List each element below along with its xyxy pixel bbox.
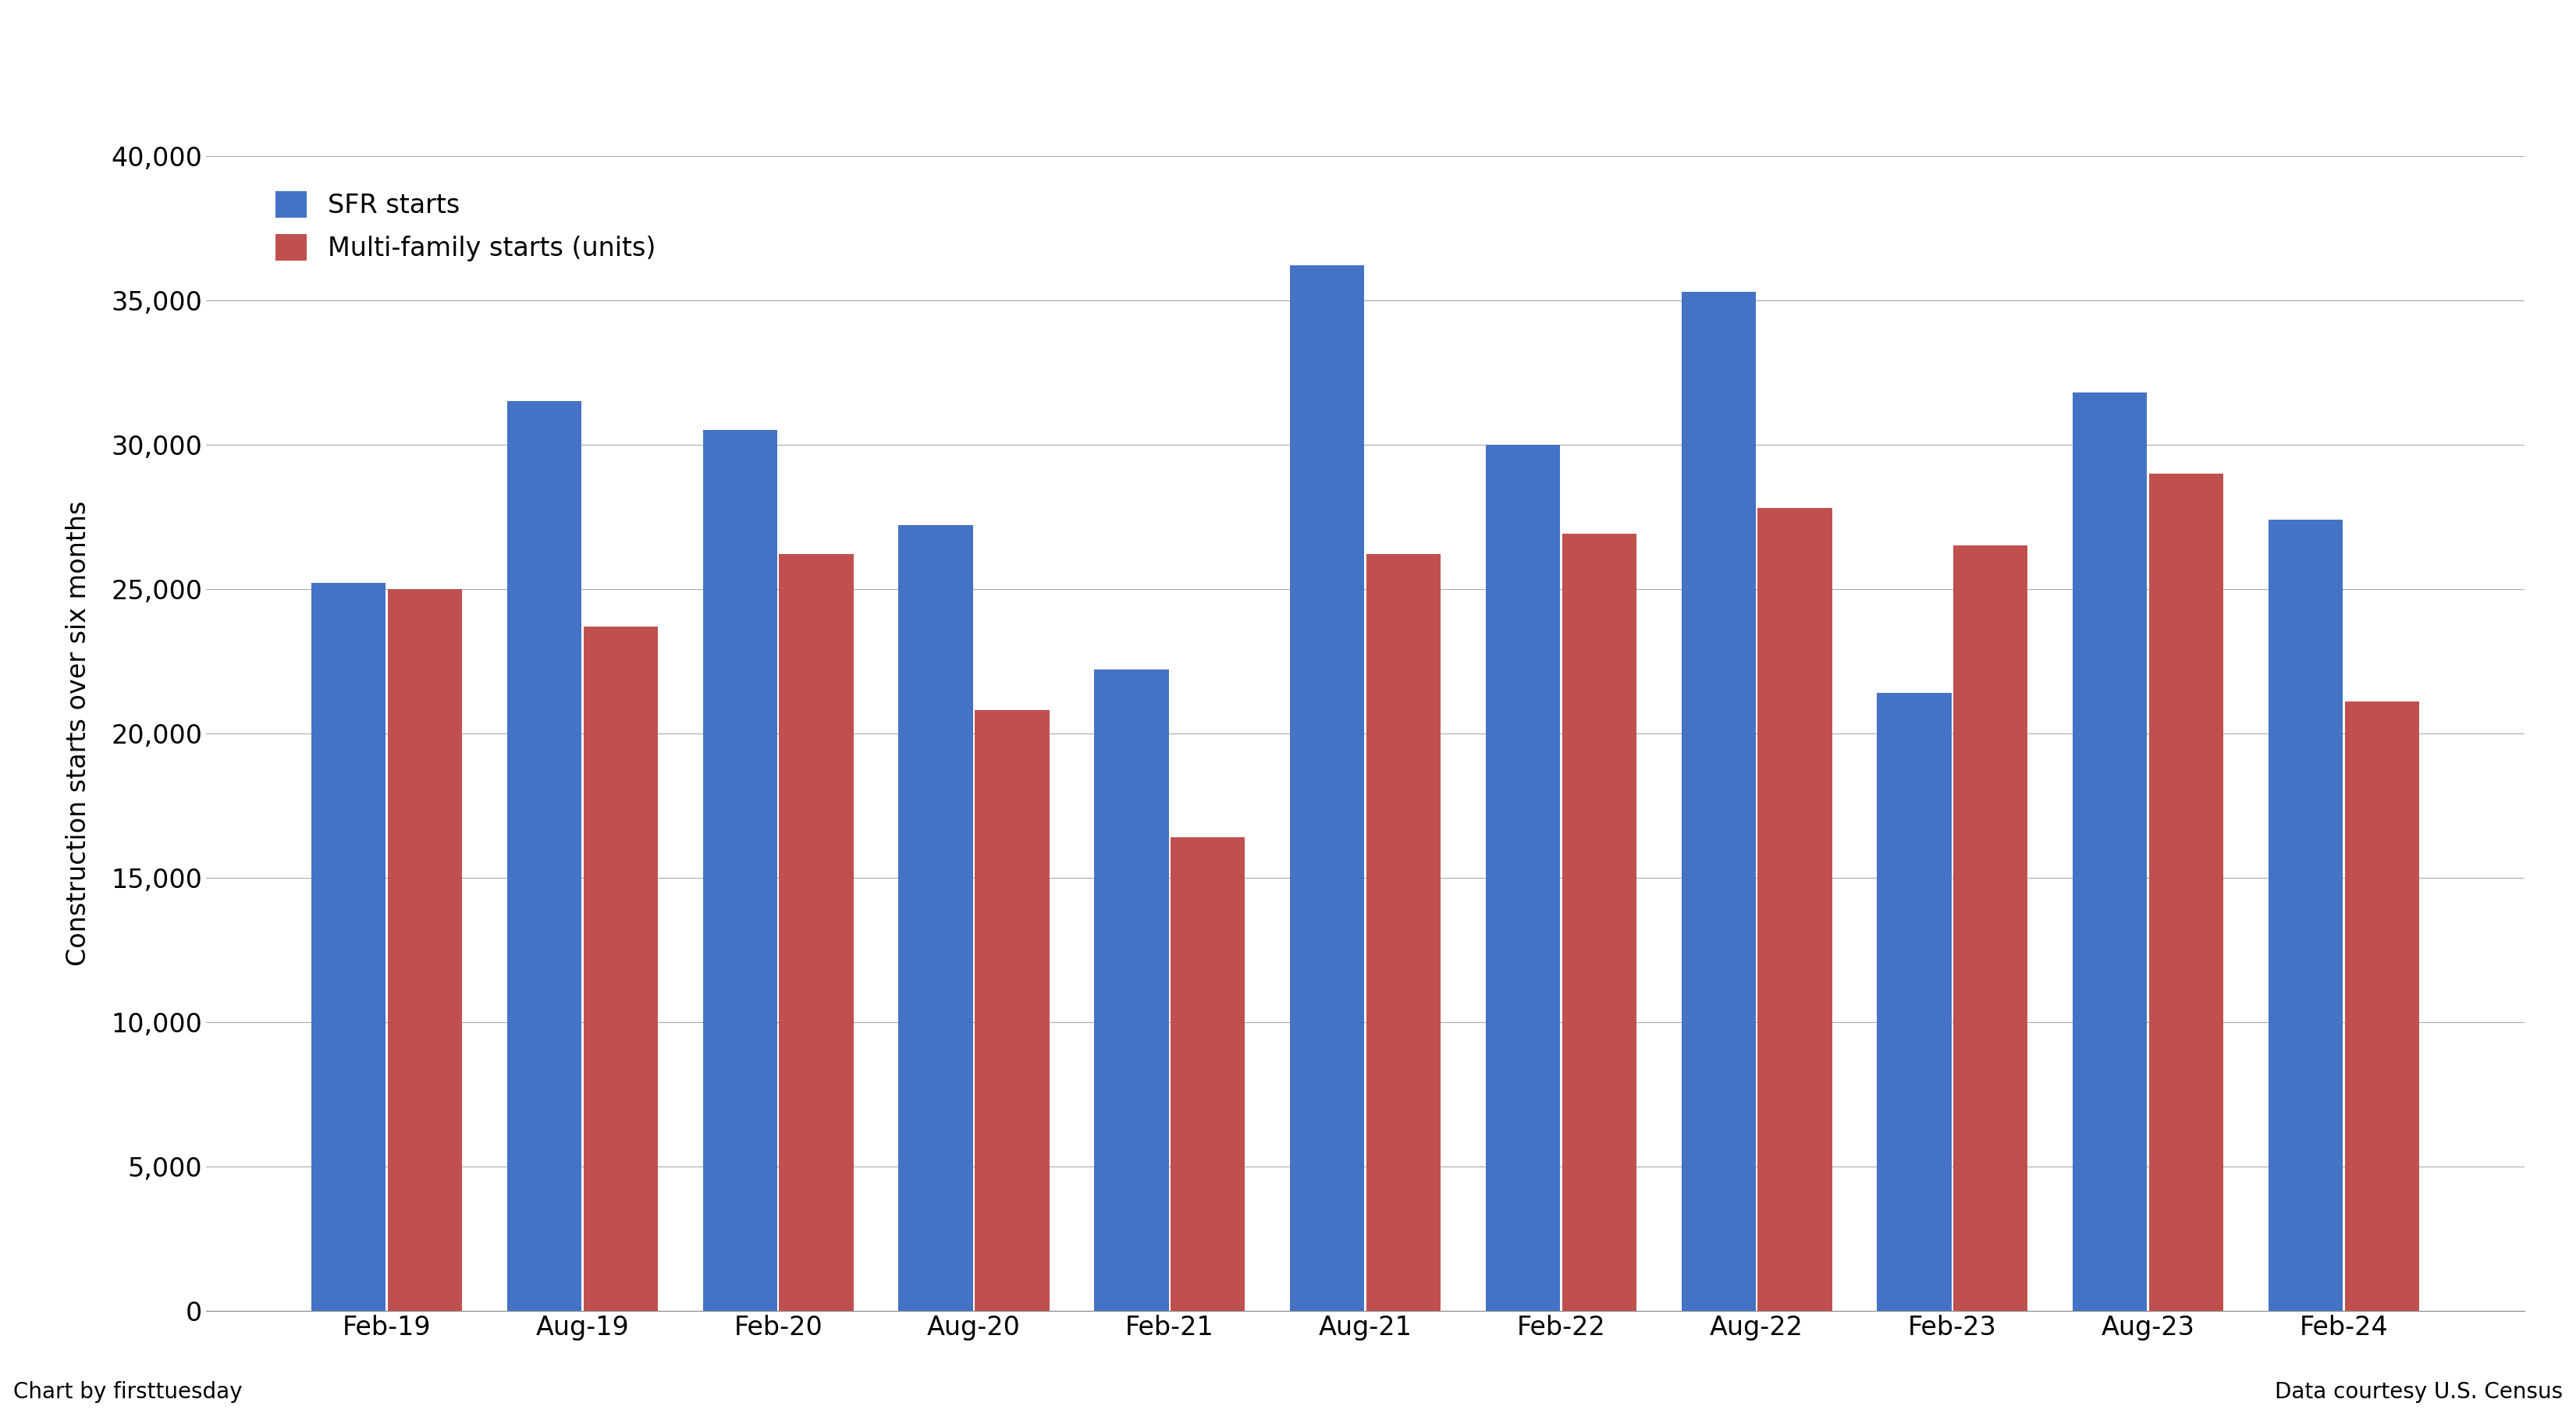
- Bar: [1682, 292, 1757, 1311]
- Bar: [312, 584, 386, 1311]
- Text: California SFR & Multi-family Housing Starts: 6-month phases ending February and: California SFR & Multi-family Housing St…: [404, 45, 2172, 82]
- Bar: [1561, 534, 1636, 1311]
- Bar: [2148, 473, 2223, 1311]
- Bar: [899, 526, 974, 1311]
- Text: Data courtesy U.S. Census: Data courtesy U.S. Census: [2275, 1382, 2563, 1403]
- Bar: [1291, 265, 1365, 1311]
- Bar: [1757, 509, 1832, 1311]
- Y-axis label: Construction starts over six months: Construction starts over six months: [67, 500, 93, 966]
- Bar: [1878, 693, 1953, 1311]
- Bar: [778, 554, 853, 1311]
- Legend: SFR starts, Multi-family starts (units): SFR starts, Multi-family starts (units): [265, 180, 667, 272]
- Bar: [974, 710, 1048, 1311]
- Bar: [2344, 701, 2419, 1311]
- Bar: [2269, 520, 2342, 1311]
- Text: Chart by firsttuesday: Chart by firsttuesday: [13, 1382, 242, 1403]
- Bar: [389, 589, 461, 1311]
- Bar: [507, 401, 582, 1311]
- Bar: [703, 431, 778, 1311]
- Bar: [585, 626, 657, 1311]
- Bar: [1365, 554, 1440, 1311]
- Bar: [2074, 393, 2146, 1311]
- Bar: [1095, 670, 1170, 1311]
- Bar: [1486, 445, 1561, 1311]
- Bar: [1170, 837, 1244, 1311]
- Bar: [1953, 546, 2027, 1311]
